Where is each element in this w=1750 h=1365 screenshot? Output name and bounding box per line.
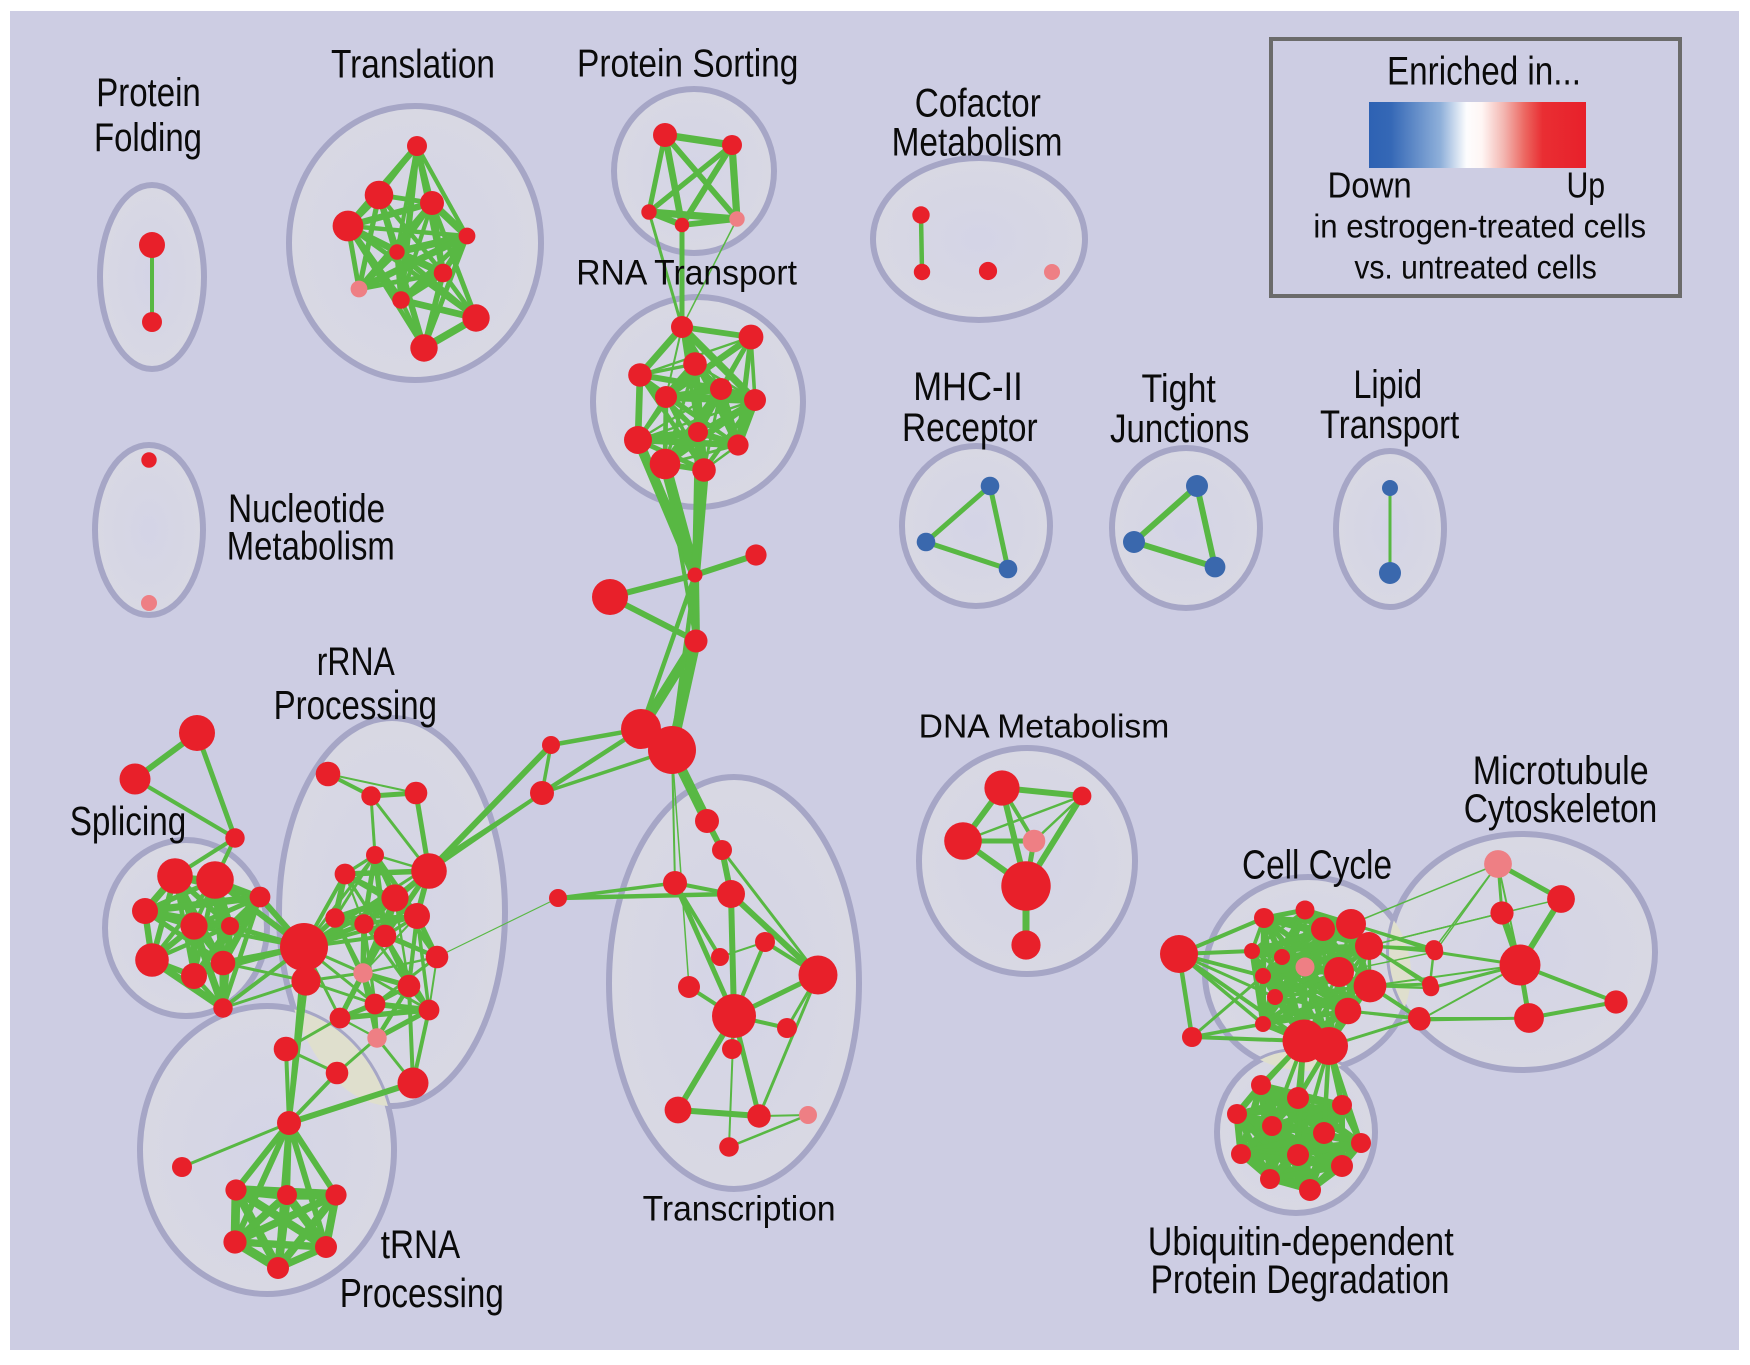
svg-text:Nucleotide: Nucleotide bbox=[228, 487, 385, 531]
svg-text:Cytoskeleton: Cytoskeleton bbox=[1464, 787, 1658, 831]
svg-text:Metabolism: Metabolism bbox=[227, 525, 395, 569]
svg-text:MHC-II: MHC-II bbox=[913, 365, 1023, 409]
svg-text:Folding: Folding bbox=[94, 116, 202, 160]
svg-text:in estrogen-treated cells: in estrogen-treated cells bbox=[1313, 207, 1646, 244]
svg-text:Enriched in...: Enriched in... bbox=[1387, 49, 1581, 93]
svg-text:Translation: Translation bbox=[331, 42, 495, 86]
svg-text:Splicing: Splicing bbox=[70, 798, 187, 844]
svg-text:tRNA: tRNA bbox=[381, 1223, 461, 1267]
svg-text:RNA Transport: RNA Transport bbox=[576, 254, 797, 293]
svg-text:Lipid: Lipid bbox=[1353, 363, 1422, 407]
svg-text:Protein: Protein bbox=[96, 71, 201, 115]
svg-text:Processing: Processing bbox=[340, 1270, 504, 1316]
svg-text:Microtubule: Microtubule bbox=[1473, 749, 1649, 793]
svg-text:rRNA: rRNA bbox=[317, 640, 395, 684]
svg-text:Cofactor: Cofactor bbox=[915, 82, 1041, 126]
svg-text:Transport: Transport bbox=[1320, 403, 1459, 447]
svg-text:Protein Sorting: Protein Sorting bbox=[577, 43, 798, 86]
svg-text:Junctions: Junctions bbox=[1110, 407, 1249, 451]
svg-text:Receptor: Receptor bbox=[902, 406, 1038, 450]
svg-text:Protein Degradation: Protein Degradation bbox=[1151, 1258, 1450, 1302]
svg-text:Down: Down bbox=[1327, 165, 1411, 206]
svg-text:Processing: Processing bbox=[274, 682, 437, 728]
svg-text:Up: Up bbox=[1566, 165, 1605, 206]
svg-text:Tight: Tight bbox=[1142, 367, 1216, 411]
svg-text:vs. untreated cells: vs. untreated cells bbox=[1354, 248, 1597, 285]
svg-text:Transcription: Transcription bbox=[643, 1190, 836, 1229]
svg-text:Metabolism: Metabolism bbox=[892, 120, 1063, 164]
svg-text:DNA Metabolism: DNA Metabolism bbox=[919, 708, 1170, 745]
svg-text:Cell Cycle: Cell Cycle bbox=[1242, 842, 1392, 888]
svg-text:Ubiquitin-dependent: Ubiquitin-dependent bbox=[1148, 1220, 1454, 1264]
